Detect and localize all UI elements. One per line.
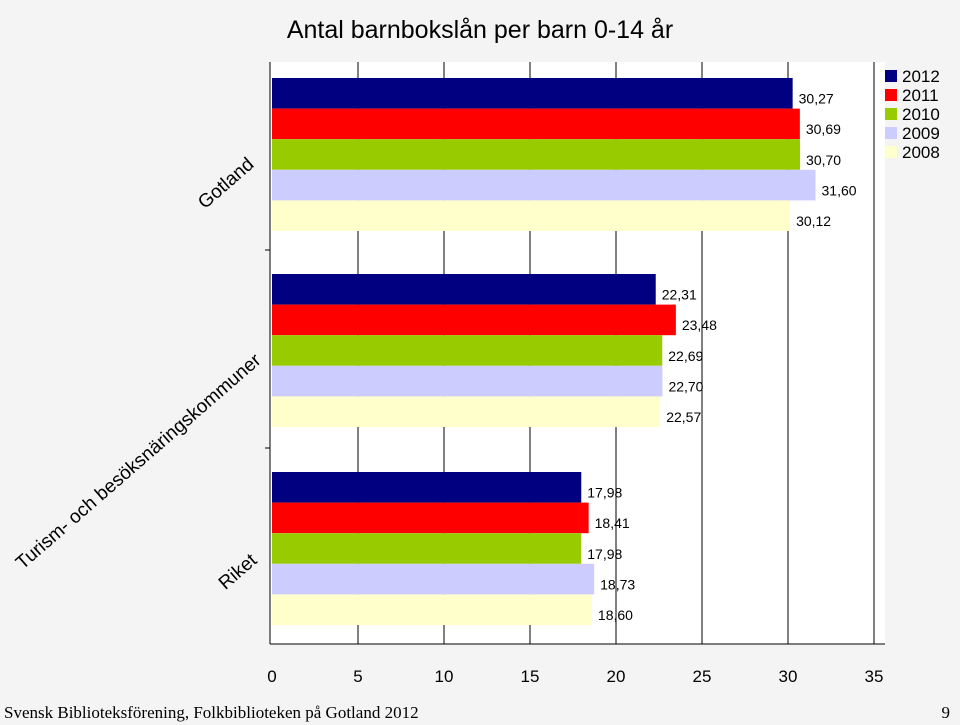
data-label: 22,69	[668, 348, 703, 364]
bar	[272, 335, 663, 366]
legend-label: 2009	[902, 124, 940, 143]
data-label: 17,98	[587, 546, 622, 562]
data-label: 18,60	[598, 607, 633, 623]
chart-title: Antal barnbokslån per barn 0-14 år	[287, 16, 673, 44]
bar	[272, 502, 589, 534]
data-label: 18,73	[600, 576, 635, 592]
data-label: 30,70	[806, 152, 841, 168]
bar	[272, 169, 816, 201]
legend-swatch	[885, 127, 897, 139]
legend-swatch	[885, 108, 897, 120]
legend-label: 2011	[902, 86, 939, 105]
legend-label: 2008	[902, 143, 940, 162]
bar	[272, 274, 656, 305]
data-label: 18,41	[595, 515, 630, 531]
legend-label: 2012	[902, 67, 940, 86]
footer-source: Svensk Biblioteksförening, Folkbibliotek…	[4, 703, 419, 722]
data-label: 22,70	[668, 378, 703, 394]
x-tick-label: 30	[779, 667, 798, 686]
bar	[272, 594, 592, 625]
x-tick-label: 5	[353, 667, 362, 686]
axes	[265, 62, 885, 645]
bar	[272, 108, 800, 140]
bar	[272, 472, 582, 503]
bar	[272, 396, 661, 427]
data-label: 30,69	[806, 121, 841, 137]
data-label: 30,12	[796, 213, 831, 229]
legend-swatch	[885, 89, 897, 101]
page-number: 9	[941, 703, 951, 722]
bar	[272, 365, 663, 397]
bar	[272, 200, 791, 231]
chart: Antal barnbokslån per barn 0-14 år 30,27…	[12, 16, 940, 686]
data-label: 30,27	[799, 91, 834, 107]
data-label: 23,48	[682, 317, 717, 333]
x-tick-label: 25	[693, 667, 712, 686]
data-label: 22,31	[662, 287, 697, 303]
x-tick-label: 0	[267, 667, 276, 686]
data-label: 31,60	[822, 182, 857, 198]
data-label: 17,98	[587, 485, 622, 501]
legend-swatch	[885, 146, 897, 158]
bar	[272, 563, 595, 595]
x-tick-labels: 0 5 10 15 20 25 30 35	[267, 667, 883, 686]
bar	[272, 304, 676, 336]
bar	[272, 533, 582, 564]
x-tick-label: 15	[521, 667, 540, 686]
legend-label: 2010	[902, 105, 940, 124]
data-labels: 30,27 30,69 30,70 31,60 30,12 22,31 23,48 22,69…	[587, 91, 857, 623]
x-tick-label: 10	[435, 667, 454, 686]
legend-swatch	[885, 70, 897, 82]
bar	[272, 78, 793, 109]
data-label: 22,57	[666, 409, 701, 425]
x-tick-label: 35	[865, 667, 884, 686]
bar	[272, 139, 801, 170]
bars	[272, 78, 816, 625]
x-tick-label: 20	[607, 667, 626, 686]
